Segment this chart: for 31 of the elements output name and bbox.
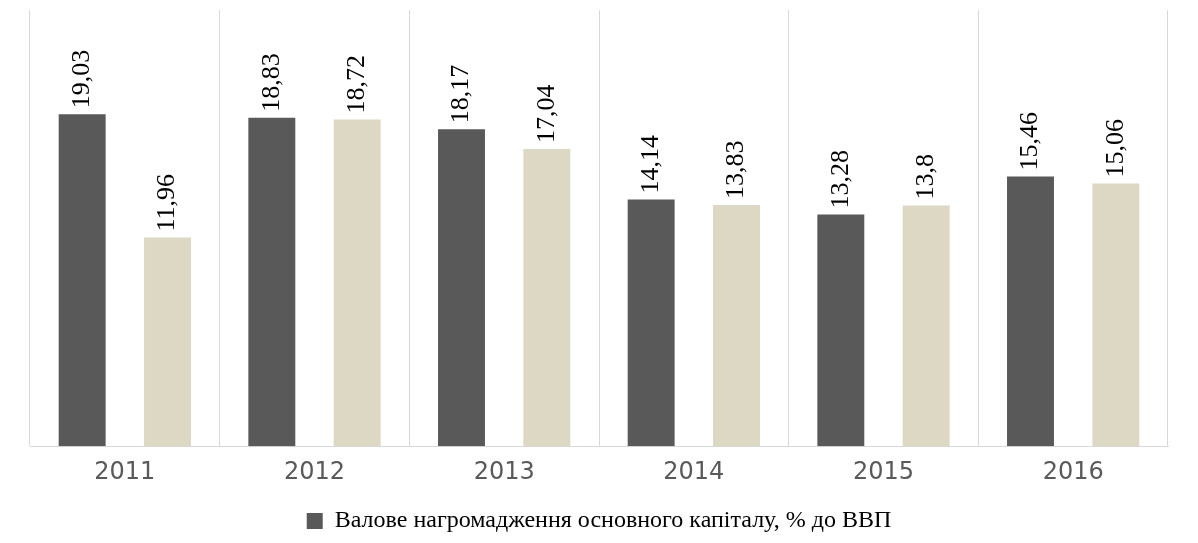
x-tick-label: 2016: [1042, 456, 1104, 485]
x-tick-label: 2011: [94, 456, 156, 485]
x-tick-label: 2015: [852, 456, 915, 485]
bar: [438, 129, 485, 447]
x-tick-label: 2012: [283, 456, 346, 485]
bar: [817, 214, 865, 447]
bar: [713, 204, 760, 447]
data-label: 14,14: [634, 134, 664, 194]
data-label: 11,96: [151, 173, 181, 232]
bar: [333, 119, 381, 447]
bar: [248, 117, 296, 447]
data-label: 15,06: [1099, 118, 1129, 178]
bar: [58, 114, 106, 447]
bar: [144, 237, 191, 447]
bar: [627, 199, 675, 447]
bar: [1007, 176, 1054, 447]
legend-label: Валове нагромадження основного капіталу, % до ВВП: [334, 506, 892, 533]
data-label: 13,28: [824, 149, 854, 209]
bar: [1092, 183, 1140, 447]
data-label: 18,17: [445, 64, 475, 124]
x-tick-label: 2014: [663, 456, 725, 485]
bar: [902, 205, 950, 447]
x-tick-label: 2013: [473, 456, 535, 485]
data-label: 18,72: [341, 55, 370, 114]
data-label: 18,83: [255, 53, 285, 112]
data-label: 17,04: [530, 84, 560, 143]
data-label: 19,03: [65, 49, 95, 109]
data-label: 13,8: [910, 153, 939, 200]
bar: [523, 148, 571, 447]
data-label: 15,46: [1014, 111, 1044, 171]
data-label: 13,83: [720, 140, 750, 199]
